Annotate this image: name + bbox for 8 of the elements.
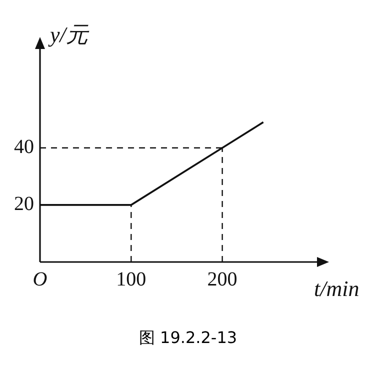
- x-axis-title: t/min: [314, 276, 360, 301]
- caption: 图 19.2.2-13: [138, 328, 238, 349]
- y-tick-label: 20: [14, 193, 34, 216]
- x-tick-label: 200: [207, 268, 238, 290]
- y-tick-label: 40: [14, 136, 34, 158]
- x-tick-label: 100: [116, 268, 146, 290]
- x-tick-label: O: [32, 268, 48, 290]
- y-axis-title: y/元: [48, 22, 90, 47]
